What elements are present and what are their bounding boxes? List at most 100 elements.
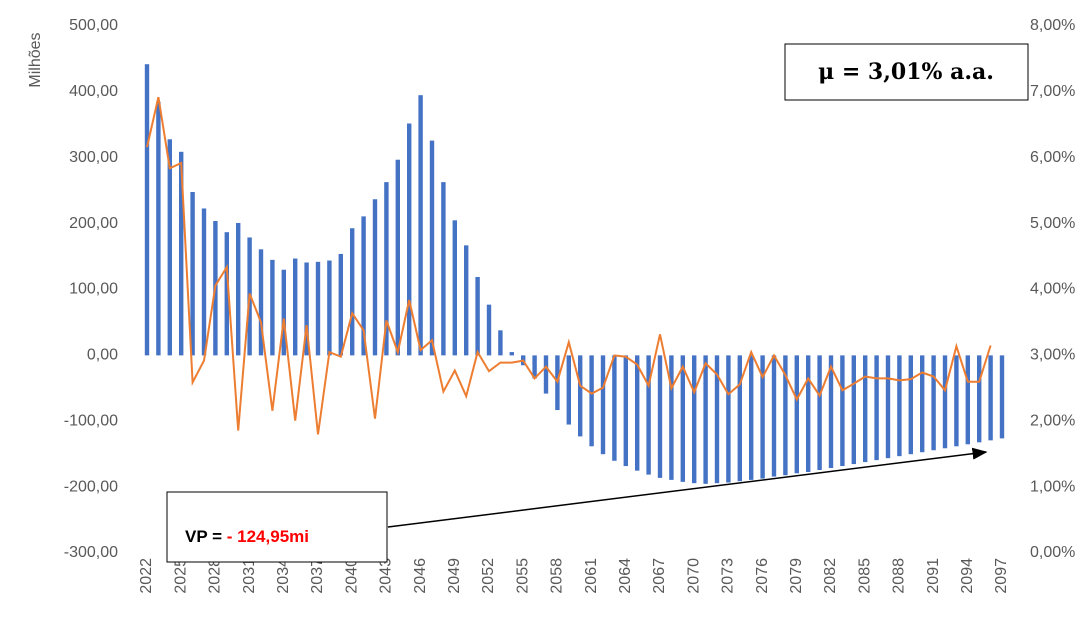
- bar: [794, 355, 799, 474]
- bar: [783, 355, 788, 476]
- vp-annotation: VP = - 124,95mi: [185, 527, 309, 546]
- bar: [464, 245, 469, 356]
- bar: [863, 355, 868, 463]
- bar: [680, 355, 685, 482]
- vp-value: - 124,95mi: [227, 527, 309, 546]
- bar: [646, 355, 651, 475]
- bar: [509, 352, 514, 356]
- bar: [908, 355, 913, 455]
- y-tick-label: -100,00: [64, 412, 118, 429]
- bar: [828, 355, 834, 469]
- y-tick-label: 300,00: [69, 149, 118, 166]
- x-tick-label: 2061: [583, 558, 600, 594]
- x-tick-label: 2082: [822, 558, 839, 594]
- bar: [293, 258, 298, 356]
- bar: [441, 182, 446, 356]
- vp-box: [166, 491, 388, 563]
- bar: [657, 355, 663, 478]
- mu-box: [784, 43, 1029, 101]
- bar: [270, 259, 275, 356]
- x-tick-label: 2091: [925, 558, 942, 594]
- vp-label: VP =: [185, 527, 222, 546]
- bar: [817, 355, 822, 470]
- y-tick-label: -300,00: [64, 544, 118, 561]
- bar: [156, 101, 161, 356]
- y2-tick-label: 2,00%: [1030, 412, 1075, 429]
- y2-tick-label: 1,00%: [1030, 478, 1075, 495]
- y-tick-label: 500,00: [69, 17, 118, 34]
- bar: [737, 355, 742, 482]
- x-tick-label: 2031: [241, 558, 258, 594]
- bar: [361, 216, 366, 356]
- y2-tick-label: 6,00%: [1030, 149, 1075, 166]
- bar: [806, 355, 811, 472]
- bar: [692, 355, 697, 484]
- bar: [179, 151, 184, 356]
- x-tick-label: 2028: [207, 558, 224, 594]
- bar: [190, 192, 195, 356]
- bar: [760, 355, 765, 479]
- mu-annotation: μ = 3,01% a.a.: [818, 59, 994, 85]
- bar: [942, 355, 948, 449]
- bar: [407, 123, 412, 356]
- bar: [600, 355, 606, 455]
- x-tick-label: 2067: [651, 558, 668, 594]
- y2-tick-label: 4,00%: [1030, 281, 1075, 298]
- x-tick-label: 2043: [378, 558, 395, 594]
- y-tick-label: 400,00: [69, 83, 118, 100]
- x-tick-label: 2088: [891, 558, 908, 594]
- bar: [840, 355, 845, 467]
- bar: [977, 355, 982, 443]
- x-tick-label: 2046: [412, 558, 429, 594]
- bar: [304, 262, 309, 356]
- y2-tick-label: 8,00%: [1030, 17, 1075, 34]
- x-tick-label: 2079: [788, 558, 805, 594]
- bar: [144, 64, 150, 356]
- bar: [965, 355, 970, 445]
- bar: [486, 304, 492, 356]
- bar: [703, 355, 708, 484]
- bar: [543, 355, 549, 394]
- bar: [315, 261, 321, 356]
- x-tick-label: 2037: [309, 558, 326, 594]
- y-tick-label: 0,00: [87, 347, 118, 364]
- bar: [589, 355, 594, 447]
- x-tick-label: 2049: [446, 558, 463, 594]
- bar: [931, 355, 936, 451]
- bar: [498, 330, 503, 356]
- x-tick-label: 2076: [754, 558, 771, 594]
- bar: [726, 355, 731, 483]
- bar: [236, 222, 241, 356]
- bar: [350, 228, 355, 356]
- bar: [999, 355, 1005, 439]
- x-tick-label: 2085: [856, 558, 873, 594]
- bar: [338, 253, 343, 356]
- line: [146, 96, 992, 435]
- y-tick-label: 200,00: [69, 215, 118, 232]
- bar: [635, 355, 640, 471]
- x-tick-label: 2094: [959, 558, 976, 594]
- bar: [612, 355, 617, 461]
- y2-tick-label: 3,00%: [1030, 347, 1075, 364]
- x-tick-label: 2058: [549, 558, 566, 594]
- bar: [920, 355, 925, 453]
- bar: [452, 220, 457, 356]
- bar: [874, 355, 879, 461]
- bar: [749, 355, 754, 480]
- bar: [429, 140, 435, 356]
- bar: [532, 355, 537, 379]
- y2-tick-label: 0,00%: [1030, 544, 1075, 561]
- bar: [418, 95, 423, 356]
- bar: [167, 139, 172, 356]
- x-tick-label: 2052: [480, 558, 497, 594]
- arrow: [387, 447, 988, 528]
- bar: [201, 208, 207, 356]
- bar: [395, 159, 400, 356]
- bar: [258, 249, 264, 356]
- bar: [384, 182, 389, 356]
- x-tick-label: 2025: [172, 558, 189, 594]
- y-tick-label: 100,00: [69, 281, 118, 298]
- x-tick-label: 2064: [617, 558, 634, 594]
- bar: [224, 232, 229, 356]
